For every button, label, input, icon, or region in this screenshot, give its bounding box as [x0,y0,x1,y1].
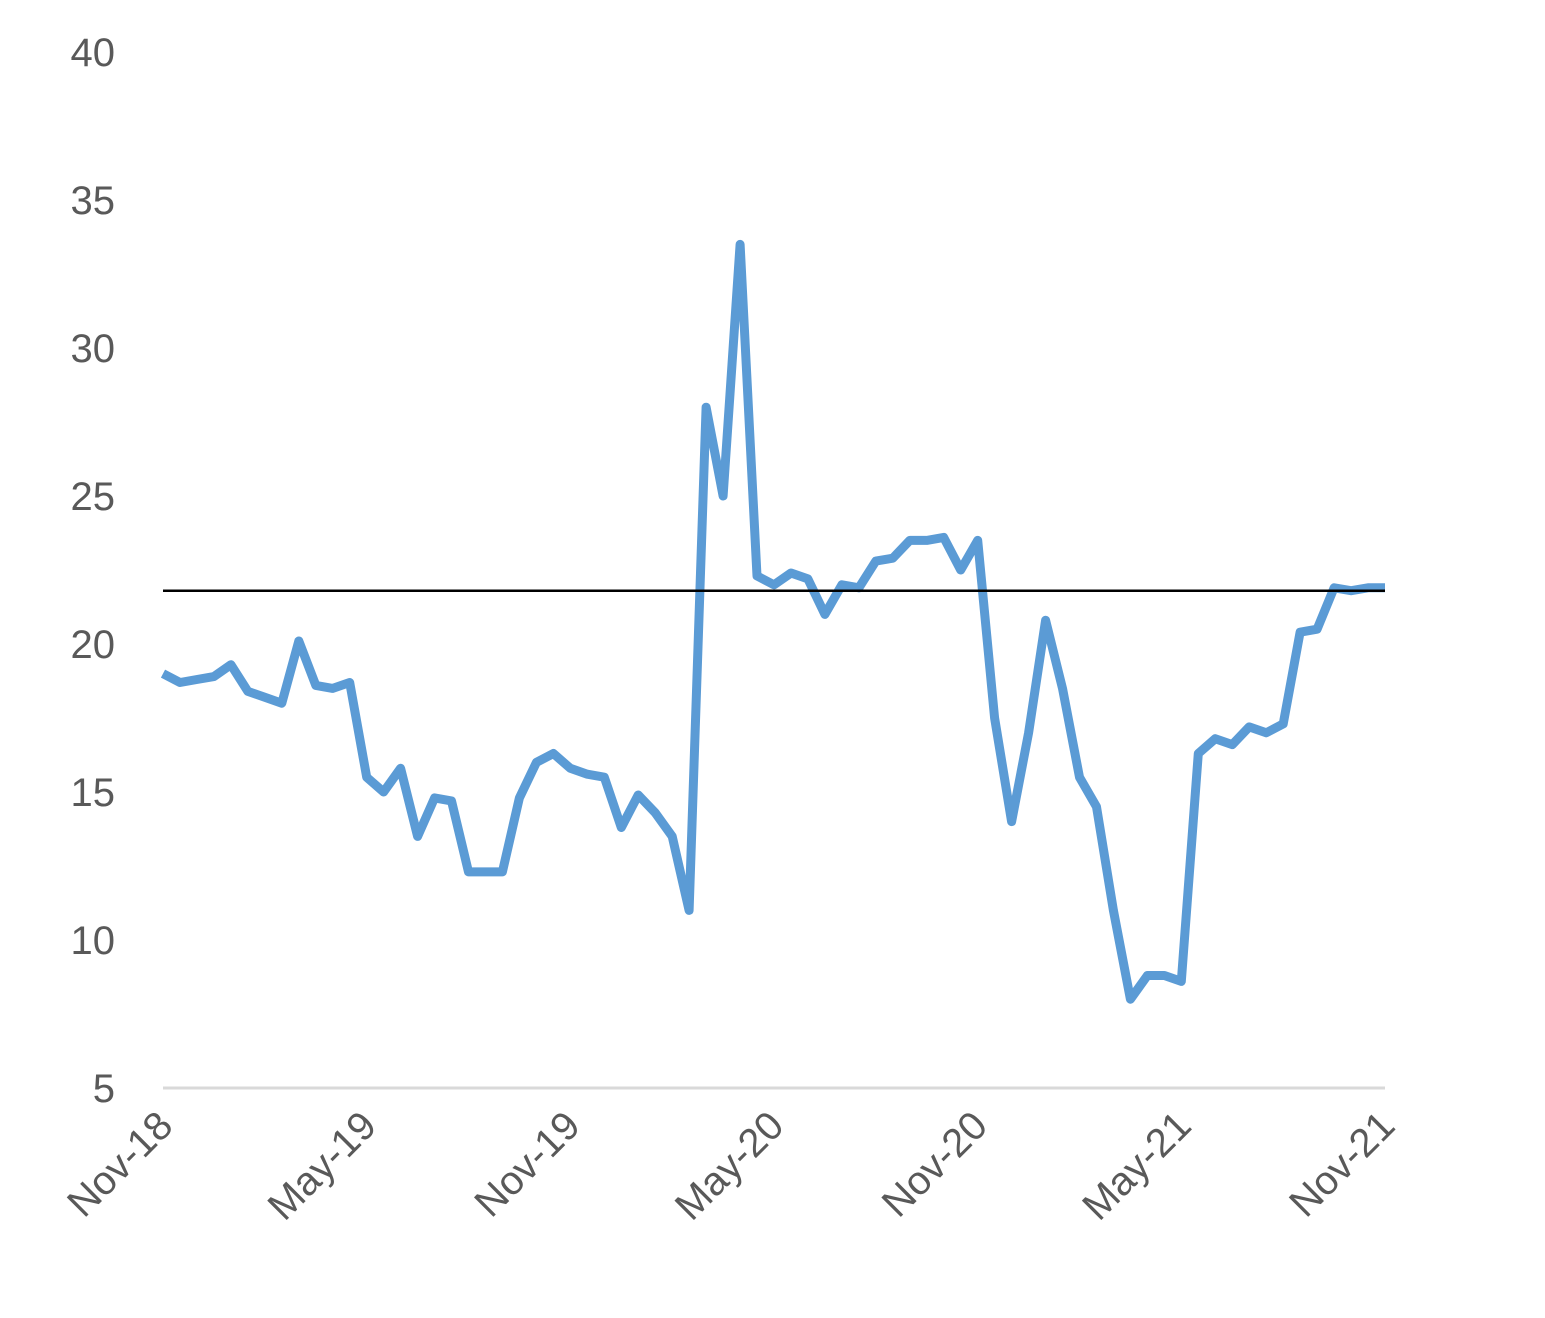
y-tick-label: 15 [71,771,116,815]
y-tick-label: 10 [71,919,116,963]
y-tick-label: 35 [71,179,116,223]
x-tick-label: May-19 [260,1103,385,1228]
y-tick-label: 30 [71,327,116,371]
x-tick-label: Nov-20 [874,1103,996,1225]
y-tick-label: 25 [71,475,116,519]
y-tick-label: 40 [71,31,116,75]
x-tick-label: Nov-21 [1281,1103,1403,1225]
y-tick-label: 20 [71,623,116,667]
data-line [160,239,1385,1004]
y-tick-label: 5 [93,1067,115,1111]
x-tick-label: Nov-18 [59,1103,181,1225]
x-tick-label: May-21 [1074,1103,1199,1228]
x-tick-label: May-20 [667,1103,792,1228]
x-tick-label: Nov-19 [466,1103,588,1225]
